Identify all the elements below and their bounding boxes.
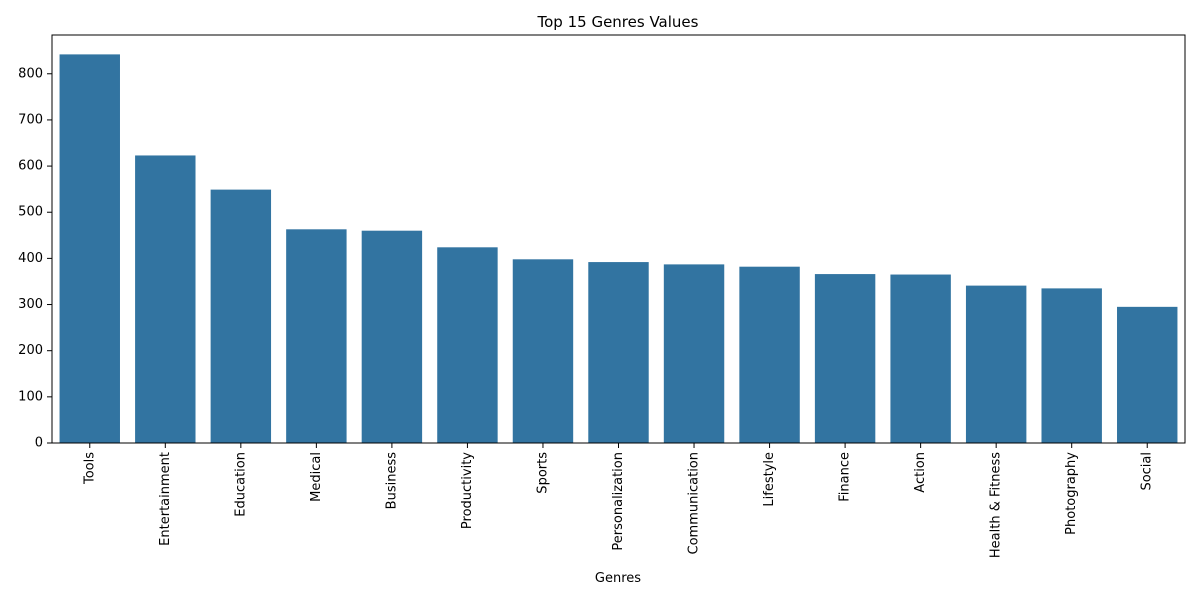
x-tick-label: Medical (309, 452, 324, 502)
y-axis: 0 100 200 300 400 500 600 700 800 (18, 66, 52, 451)
bar-tools (59, 54, 120, 444)
bar-sports (512, 259, 574, 443)
y-tick-label: 100 (18, 389, 43, 404)
y-tick-label: 200 (18, 343, 43, 358)
y-tick-label: 400 (18, 251, 43, 266)
x-tick-label: Lifestyle (762, 452, 777, 507)
x-tick-label: Social (1140, 452, 1155, 491)
x-tick-label: Finance (838, 452, 853, 502)
x-tick-label: Photography (1064, 452, 1079, 535)
bar-finance (814, 274, 876, 443)
bar-education (210, 189, 272, 443)
x-tick-label: Business (384, 452, 399, 510)
y-tick-label: 600 (18, 159, 43, 174)
x-tick-label: Personalization (611, 452, 626, 551)
bar-personalization (588, 262, 649, 443)
y-tick-label: 0 (35, 436, 43, 451)
bar-communication (663, 264, 725, 443)
bar-productivity (437, 247, 498, 443)
bar-lifestyle (739, 266, 800, 443)
bar-entertainment (135, 155, 196, 443)
x-axis-label: Genres (595, 571, 641, 586)
bar-health-fitness (965, 285, 1027, 443)
bar-action (890, 274, 951, 443)
x-tick-label: Entertainment (158, 452, 173, 546)
y-tick-label: 500 (18, 205, 43, 220)
x-tick-label: Education (233, 452, 248, 517)
chart-title: Top 15 Genres Values (537, 13, 699, 31)
x-tick-label: Sports (535, 452, 550, 494)
y-tick-label: 300 (18, 297, 43, 312)
x-tick-label: Communication (687, 452, 702, 554)
x-tick-label: Tools (82, 452, 97, 485)
y-tick-label: 800 (18, 66, 43, 81)
y-tick-label: 700 (18, 112, 43, 127)
x-tick-label: Productivity (460, 452, 475, 529)
x-axis: Tools Entertainment Education Medical Busine… (82, 443, 1155, 558)
plot-frame (51, 34, 1186, 444)
bar-photography (1041, 288, 1102, 443)
bars-layer (59, 54, 1178, 444)
bar-business (361, 230, 423, 443)
bar-social (1117, 306, 1178, 443)
x-tick-label: Action (913, 452, 928, 493)
bar-medical (286, 229, 347, 443)
x-tick-label: Health & Fitness (989, 452, 1004, 558)
